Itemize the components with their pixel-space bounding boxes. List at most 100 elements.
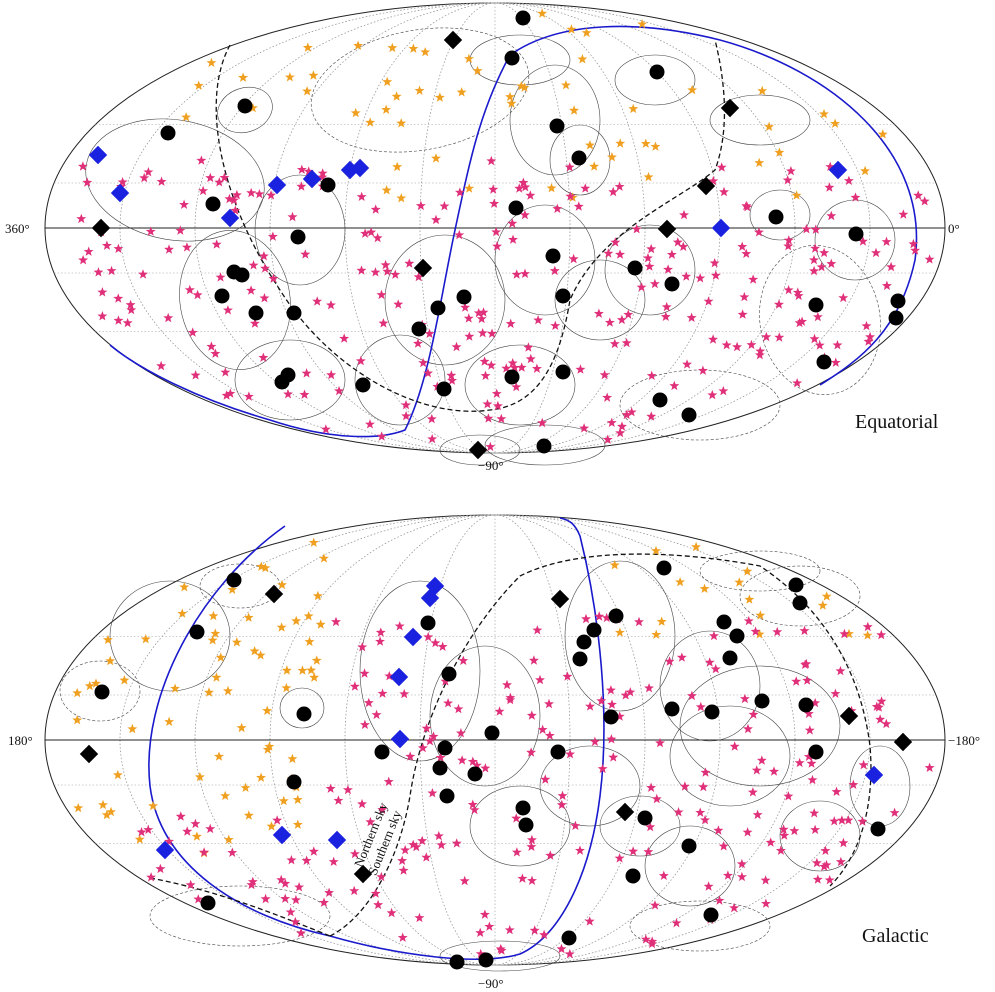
magenta-star-marker [266,190,276,200]
magenta-star-marker [283,389,293,399]
black-dot-marker [550,744,566,760]
error-ellipse [749,189,811,241]
magenta-star-marker [393,299,404,309]
gold-star-marker [516,81,527,91]
magenta-star-marker [437,641,448,651]
gold-star-marker [615,138,626,148]
black-dot-marker [436,381,452,397]
magenta-star-marker [478,307,489,317]
magenta-star-marker [382,266,393,276]
magenta-star-marker [752,809,763,820]
magenta-star-marker [376,431,387,441]
black-dot-marker [226,572,242,588]
error-ellipse [59,660,141,722]
black-dot-marker [420,615,436,631]
blue-diamond-marker [155,840,175,860]
magenta-star-marker [363,697,374,708]
gold-star-marker [140,634,151,644]
magenta-star-marker [848,779,859,789]
magenta-star-marker [400,845,411,855]
equatorial-curves [109,25,918,438]
magenta-star-marker [532,625,543,635]
magenta-star-marker [454,229,465,240]
magenta-star-marker [573,201,584,211]
gold-star-marker [687,84,698,95]
black-dot-marker [576,634,592,650]
magenta-star-marker [594,308,604,318]
magenta-star-marker [475,927,486,937]
magenta-star-marker [290,916,301,927]
error-ellipse [599,795,681,857]
gold-star-marker [238,72,248,82]
blue-diamond-marker [864,765,884,785]
black-dot-marker [437,740,453,756]
magenta-star-marker [113,243,124,253]
blue-diamond-marker [88,145,108,165]
magenta-star-marker [426,413,437,424]
gold-star-marker [204,687,214,697]
magenta-star-marker [423,368,433,378]
gold-star-marker [84,680,95,691]
magenta-star-marker [802,675,813,685]
magenta-star-marker [378,318,389,328]
magenta-star-marker [614,853,625,863]
magenta-star-marker [268,273,279,283]
magenta-star-marker [746,339,757,350]
magenta-star-marker [876,696,887,706]
gold-star-marker [414,85,425,95]
gold-star-marker [227,584,238,594]
black-diamond-marker [657,219,677,239]
right-longitude-label: −180° [948,733,980,748]
black-dot-marker [234,267,250,283]
magenta-star-marker [296,164,307,174]
equatorial-sky-map: 360° 0° −90° Equatorial [5,2,960,473]
magenta-star-marker [615,249,625,259]
magenta-star-marker [136,827,147,837]
gold-star-marker [256,772,266,782]
gold-star-marker [195,771,205,782]
magenta-star-marker [479,909,490,919]
black-dot-marker [467,766,483,782]
magenta-star-marker [791,676,802,686]
black-dot-marker [189,624,205,640]
magenta-star-marker [709,258,720,268]
magenta-star-marker [596,695,607,706]
magenta-star-marker [535,674,545,685]
gold-star-marker [72,715,83,725]
magenta-star-marker [82,177,93,187]
error-ellipse [494,204,596,316]
magenta-star-marker [713,825,724,835]
magenta-star-marker [913,190,924,200]
gold-star-marker [292,819,303,829]
black-diamond-marker [893,732,913,752]
magenta-star-marker [666,249,677,259]
magenta-star-marker [537,417,548,428]
panel-title: Galactic [862,925,929,947]
black-diamond-marker [696,176,716,196]
gold-star-marker [297,665,308,675]
magenta-star-marker [830,357,841,367]
magenta-star-marker [258,352,269,362]
magenta-star-marker [301,368,312,378]
magenta-star-marker [810,243,821,253]
magenta-star-marker [700,814,710,825]
gold-star-marker [844,628,854,639]
gold-star-marker [381,104,392,114]
magenta-star-marker [215,272,226,282]
magenta-star-marker [398,865,409,875]
magenta-star-marker [384,671,395,681]
magenta-star-marker [614,711,625,721]
error-ellipse [149,885,331,947]
magenta-star-marker [436,839,447,850]
magenta-star-marker [225,388,236,398]
black-dot-marker [649,64,665,80]
magenta-star-marker [93,267,104,277]
magenta-star-marker [640,934,651,944]
blue-diamond-marker [327,830,347,850]
magenta-star-marker [489,198,500,208]
gold-star-marker [277,579,287,590]
gold-star-marker [757,85,768,96]
magenta-star-marker [467,799,478,809]
magenta-star-marker [359,668,370,678]
black-dot-marker [518,817,534,833]
